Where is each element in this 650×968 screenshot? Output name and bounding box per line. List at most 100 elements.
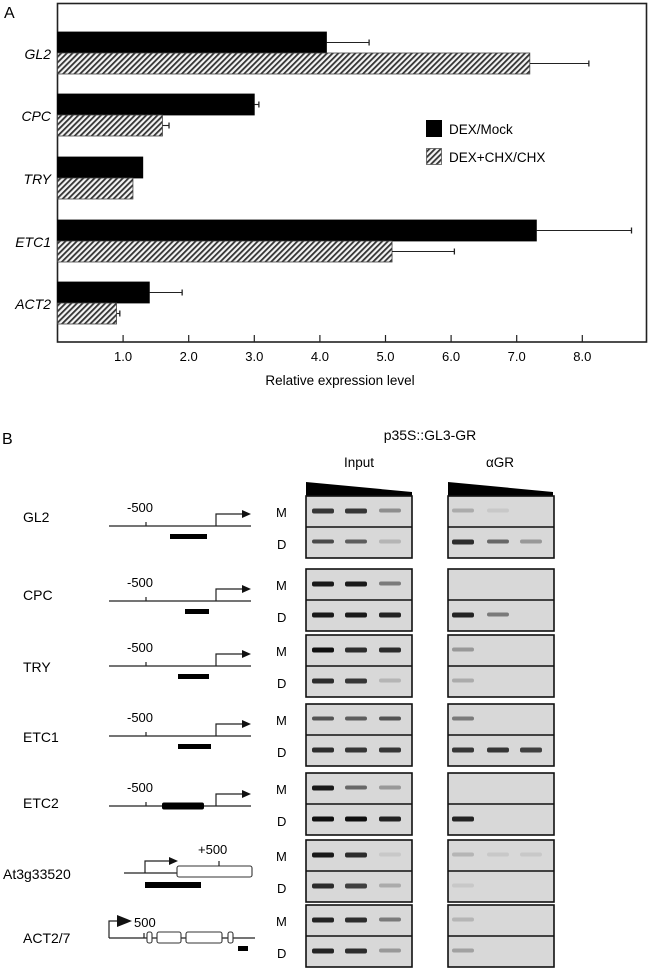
- tss-arrow-head: [242, 790, 251, 798]
- tss-arrow-head: [169, 857, 178, 865]
- bar-group: [57, 31, 633, 325]
- gene-label: At3g33520: [3, 866, 71, 882]
- gel-band: [520, 539, 542, 544]
- gene-diagram: -500: [109, 780, 251, 810]
- agr-gel: [447, 772, 555, 836]
- exon-box: [156, 931, 182, 944]
- gene-label: GL2: [23, 509, 50, 525]
- position-label: -500: [127, 640, 153, 655]
- gel-band: [379, 647, 401, 653]
- gel-band: [345, 581, 367, 587]
- agr-gel: [447, 839, 555, 903]
- tss-arrow-head: [242, 510, 251, 518]
- gel-band: [345, 785, 367, 790]
- gene-row-at3g33520: At3g33520 M D +500: [3, 839, 555, 903]
- tss-arrow: [108, 920, 118, 938]
- gel-band: [345, 612, 367, 618]
- legend-label-dex-chx: DEX+CHX/CHX: [449, 150, 545, 165]
- amplicon-bar: [170, 534, 207, 539]
- gel-band: [312, 917, 334, 923]
- gene-diagram: -500: [109, 640, 251, 679]
- x-tick-label: 5.0: [376, 349, 394, 364]
- row-label-m: M: [276, 644, 287, 659]
- gel-band: [452, 716, 474, 721]
- gene-row-act27: ACT2/7 M D 500: [23, 904, 555, 968]
- gene-row-etc1: ETC1 M D -500: [23, 703, 555, 767]
- input-gradient-wedge: [306, 482, 412, 497]
- x-axis-label: Relative expression level: [265, 373, 414, 388]
- row-label-m: M: [276, 578, 287, 593]
- bar-gl2-dex-chx: [57, 52, 531, 75]
- gel-band: [452, 508, 474, 513]
- amplicon-bar: [178, 674, 209, 679]
- gel-band: [487, 508, 509, 513]
- gel-band: [345, 948, 367, 954]
- gel-band: [379, 883, 401, 888]
- panel-a-label: A: [4, 5, 15, 22]
- gel-band: [452, 647, 474, 652]
- legend: DEX/Mock DEX+CHX/CHX: [426, 120, 545, 165]
- row-label-m: M: [276, 713, 287, 728]
- gel-band: [487, 747, 509, 753]
- gel-band: [452, 816, 474, 822]
- gel-band: [312, 852, 334, 858]
- gel-band: [452, 539, 474, 545]
- gene-rows: GL2 MD-500CPCMD-500TRYMD-500ETC1MD-500ETC…: [3, 495, 555, 968]
- gene-diagram: -500: [109, 575, 251, 614]
- input-gel: [305, 568, 413, 632]
- gene-row-cpc: CPC M D -500: [23, 568, 555, 632]
- tss-arrow-head: [117, 915, 132, 927]
- gel-band: [312, 716, 334, 721]
- row-label-d: D: [277, 537, 286, 552]
- row-label-d: D: [277, 814, 286, 829]
- gene-row-try: TRY M D -500: [23, 634, 555, 698]
- gel-band: [345, 917, 367, 923]
- agr-gel: [447, 495, 555, 559]
- tss-arrow: [215, 723, 243, 736]
- construct-title: p35S::GL3-GR: [384, 427, 477, 443]
- x-tick-label: 2.0: [180, 349, 198, 364]
- panel-a: A GL2 CPC TRY ETC1 ACT2 1.0 2.0 3.0 4.0 5.0 6.0 7.…: [4, 2, 648, 388]
- gene-row-etc2: ETC2 M D -500: [23, 772, 555, 836]
- gel-band: [312, 785, 334, 791]
- bar-cpc-dex-mock: [57, 93, 255, 116]
- bar-etc1-dex-chx: [57, 240, 393, 263]
- tss-arrow-head: [242, 720, 251, 728]
- gel-band: [312, 508, 334, 514]
- gel-band: [379, 508, 401, 513]
- amplicon-bar: [162, 802, 204, 810]
- input-gel: [305, 495, 413, 559]
- category-label-gl2: GL2: [25, 46, 52, 62]
- tss-arrow-head: [242, 585, 251, 593]
- gene-diagram: 500: [108, 915, 255, 951]
- agr-gel: [447, 703, 555, 767]
- bar-gl2-dex-mock: [57, 31, 327, 54]
- tss-arrow: [215, 653, 243, 666]
- x-tick-label: 6.0: [442, 349, 460, 364]
- tss-arrow: [215, 513, 243, 526]
- input-gel: [305, 904, 413, 968]
- amplicon-bar: [185, 609, 209, 614]
- agr-gradient-wedge: [448, 482, 553, 497]
- category-label-try: TRY: [24, 171, 53, 187]
- gel-band: [379, 816, 401, 822]
- row-label-d: D: [277, 946, 286, 961]
- amplicon-bar: [145, 882, 201, 888]
- tss-arrow-head: [242, 650, 251, 658]
- gel-band: [312, 948, 334, 954]
- gel-band: [345, 716, 367, 721]
- gel-band: [312, 539, 334, 544]
- tss-arrow: [215, 588, 243, 601]
- x-tick-label: 1.0: [114, 349, 132, 364]
- gel-band: [379, 785, 401, 790]
- gel-band: [345, 678, 367, 684]
- row-label-d: D: [277, 745, 286, 760]
- gel-band: [345, 747, 367, 753]
- tss-arrow: [144, 860, 170, 873]
- category-label-etc1: ETC1: [15, 234, 51, 250]
- category-labels: GL2 CPC TRY ETC1 ACT2: [14, 46, 52, 312]
- row-label-m: M: [276, 782, 287, 797]
- position-label: 500: [134, 915, 156, 930]
- x-tick-label: 3.0: [245, 349, 263, 364]
- panel-b: B p35S::GL3-GR Input αGR GL2 MD-500CPCMD-…: [2, 427, 555, 968]
